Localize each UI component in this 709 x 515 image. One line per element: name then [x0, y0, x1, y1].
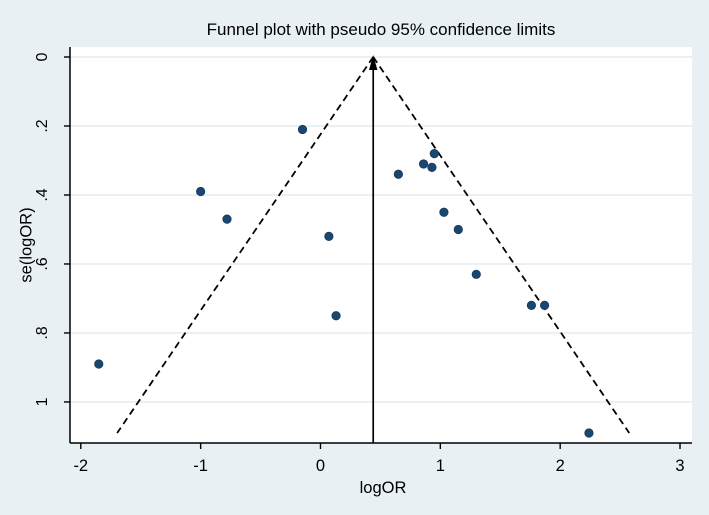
data-point: [196, 186, 206, 197]
y-tick-label: .2: [34, 119, 51, 132]
effect-line-arrowhead-icon: [369, 55, 378, 71]
x-tick-label: -1: [193, 457, 208, 475]
data-point: [331, 311, 341, 321]
data-point: [471, 269, 481, 279]
x-tick-label: -2: [73, 457, 88, 475]
funnel-right-ci-line: [372, 56, 630, 434]
data-point: [429, 148, 439, 159]
data-point: [584, 428, 594, 438]
x-tick-label: 3: [675, 457, 684, 475]
y-tick-label: 1: [34, 397, 51, 406]
x-tick-label: 2: [556, 457, 565, 475]
data-point: [94, 359, 104, 369]
data-point: [393, 169, 403, 179]
data-point: [324, 231, 334, 241]
x-tick-label: 1: [436, 457, 445, 475]
data-point: [427, 162, 437, 172]
data-point: [418, 159, 429, 169]
y-tick-label: .6: [34, 257, 51, 270]
y-tick-label: .8: [34, 326, 51, 339]
data-point: [439, 207, 449, 217]
y-tick-label: 0: [34, 52, 51, 61]
x-axis-title: logOR: [359, 479, 407, 497]
data-point: [526, 300, 537, 310]
data-point: [453, 224, 463, 235]
data-point: [297, 124, 308, 135]
y-tick-label: .4: [34, 188, 51, 201]
x-tick-label: 0: [316, 457, 325, 475]
chart-title: Funnel plot with pseudo 95% confidence l…: [206, 20, 556, 39]
plot-area: [70, 47, 692, 443]
y-axis-title: se(logOR): [17, 207, 36, 283]
data-point: [539, 300, 550, 310]
funnel-left-ci-line: [116, 56, 374, 434]
data-point: [222, 214, 232, 224]
